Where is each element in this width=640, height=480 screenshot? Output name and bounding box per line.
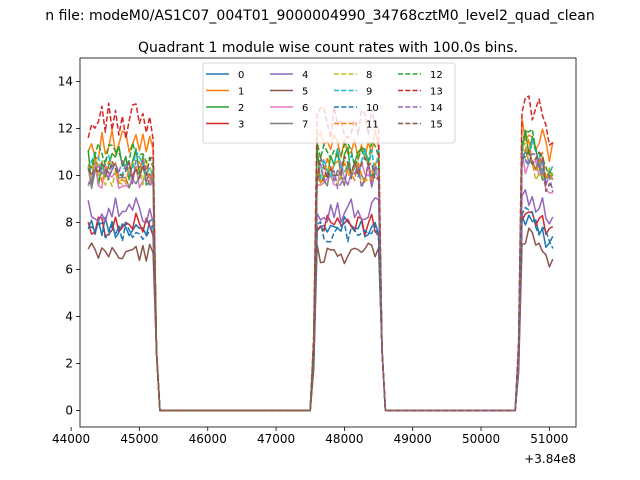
- legend-label-12: 12: [430, 70, 443, 81]
- chart-suptitle: n file: modeM0/AS1C07_004T01_9000004990_…: [45, 8, 594, 24]
- y-tick-label: 0: [65, 404, 73, 418]
- legend-label-6: 6: [302, 103, 308, 114]
- legend-label-11: 11: [366, 120, 379, 131]
- x-offset-label: +3.84e8: [524, 452, 576, 466]
- y-tick-label: 2: [65, 357, 73, 371]
- plot-frame: [79, 57, 577, 428]
- x-tick-label: 51000: [530, 432, 568, 446]
- legend-label-7: 7: [302, 120, 308, 131]
- x-tick-label: 48000: [325, 432, 363, 446]
- legend-label-13: 13: [430, 87, 443, 98]
- x-tick-label: 50000: [462, 432, 500, 446]
- x-tick-label: 46000: [189, 432, 227, 446]
- legend-label-1: 1: [238, 87, 244, 98]
- x-tick-label: 49000: [394, 432, 432, 446]
- legend-label-0: 0: [238, 70, 244, 81]
- legend-label-8: 8: [366, 70, 372, 81]
- series-line-14: [87, 152, 554, 412]
- y-tick-label: 12: [58, 122, 73, 136]
- series-line-15: [87, 149, 554, 412]
- legend-label-15: 15: [430, 120, 443, 131]
- legend-box: [202, 62, 456, 144]
- legend-label-2: 2: [238, 103, 244, 114]
- x-tick-label: 45000: [120, 432, 158, 446]
- legend-label-5: 5: [302, 87, 308, 98]
- y-tick-label: 4: [65, 310, 73, 324]
- axes: 44000 45000 46000 47000 48000 49000 50000 51000…: [52, 57, 577, 466]
- legend-label-14: 14: [430, 103, 443, 114]
- y-tick-label: 8: [65, 216, 73, 230]
- plot-area: [87, 95, 554, 412]
- y-tick-label: 6: [65, 263, 73, 277]
- x-tick-label: 44000: [52, 432, 90, 446]
- y-tick-label: 14: [58, 75, 73, 89]
- series-line-12: [87, 128, 554, 412]
- legend-label-4: 4: [302, 70, 308, 81]
- y-tick-label: 10: [58, 169, 73, 183]
- legend-label-3: 3: [238, 120, 244, 131]
- legend-label-9: 9: [366, 87, 372, 98]
- chart-title: Quadrant 1 module wise count rates with …: [138, 40, 518, 56]
- x-tick-label: 47000: [257, 432, 295, 446]
- legend-label-10: 10: [366, 103, 379, 114]
